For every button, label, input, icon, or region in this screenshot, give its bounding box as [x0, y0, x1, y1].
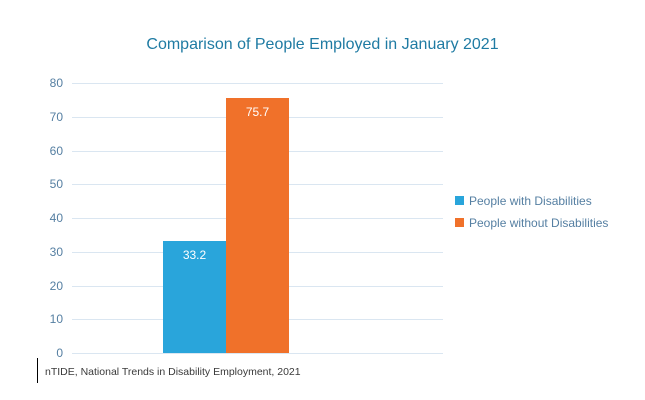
y-axis-tick-label: 70: [49, 109, 63, 124]
chart-legend: People with Disabilities People without …: [455, 194, 608, 238]
y-axis-tick-label: 50: [49, 177, 63, 192]
y-axis-tick-label: 10: [49, 312, 63, 327]
y-axis-tick-label: 0: [56, 346, 63, 360]
legend-item-people-without-disabilities[interactable]: People without Disabilities: [455, 215, 609, 230]
gridline: [72, 353, 443, 354]
plot-area: 33.2 75.7: [72, 83, 443, 354]
gridline: [72, 83, 443, 84]
y-axis-tick-label: 80: [49, 76, 63, 90]
legend-swatch-blue-icon: [455, 196, 464, 205]
chart-title: Comparison of People Employed in January…: [146, 36, 499, 53]
bar-data-label: 75.7: [245, 104, 270, 119]
y-axis-tick-label: 30: [49, 244, 63, 259]
bar-people-without-disabilities[interactable]: 75.7: [226, 97, 289, 353]
y-axis-tick-label: 20: [49, 278, 63, 293]
footer-divider: [37, 358, 38, 383]
bar-people-with-disabilities[interactable]: 33.2: [163, 240, 226, 353]
source-citation: nTIDE, National Trends in Disability Emp…: [45, 366, 301, 378]
legend-label-people-with-disabilities: People with Disabilities: [469, 193, 592, 208]
bar-data-label: 33.2: [182, 247, 207, 262]
legend-label-people-without-disabilities: People without Disabilities: [469, 215, 609, 230]
y-axis-tick-label: 60: [49, 143, 63, 158]
legend-item-people-with-disabilities[interactable]: People with Disabilities: [455, 193, 608, 208]
legend-swatch-orange-icon: [455, 218, 464, 227]
y-axis-tick-label: 40: [49, 211, 63, 225]
